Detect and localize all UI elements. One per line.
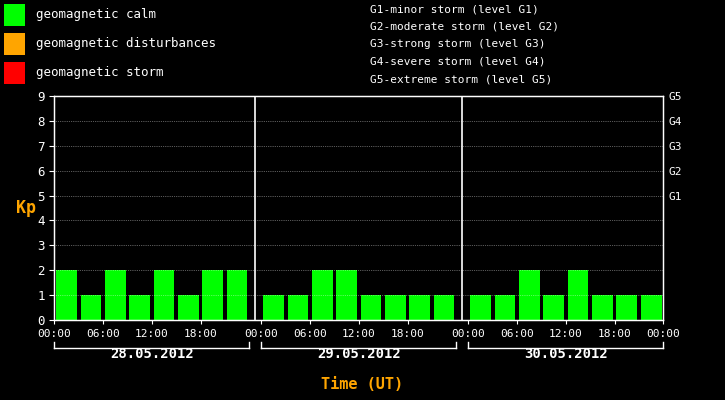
Text: G5-extreme storm (level G5): G5-extreme storm (level G5) (370, 74, 552, 84)
Y-axis label: Kp: Kp (16, 199, 36, 217)
Bar (129, 295, 150, 320)
Bar (57, 270, 77, 320)
Bar (312, 270, 333, 320)
Bar (154, 270, 174, 320)
Bar (4, 4, 25, 26)
Bar (616, 295, 637, 320)
Bar (385, 295, 406, 320)
Bar (641, 295, 661, 320)
Bar (494, 295, 515, 320)
Bar (568, 270, 589, 320)
Text: geomagnetic calm: geomagnetic calm (36, 8, 157, 21)
Bar (227, 270, 247, 320)
Bar (434, 295, 455, 320)
Bar (4, 62, 25, 84)
Text: G2-moderate storm (level G2): G2-moderate storm (level G2) (370, 22, 559, 32)
Bar (336, 270, 357, 320)
Text: geomagnetic disturbances: geomagnetic disturbances (36, 38, 216, 50)
Bar (592, 295, 613, 320)
Text: Time (UT): Time (UT) (321, 377, 404, 392)
Text: 29.05.2012: 29.05.2012 (317, 347, 401, 361)
Bar (361, 295, 381, 320)
Bar (288, 295, 308, 320)
Text: G4-severe storm (level G4): G4-severe storm (level G4) (370, 57, 545, 67)
Bar (105, 270, 125, 320)
Bar (80, 295, 102, 320)
Bar (4, 33, 25, 55)
Text: G1-minor storm (level G1): G1-minor storm (level G1) (370, 4, 539, 14)
Bar (519, 270, 539, 320)
Bar (178, 295, 199, 320)
Text: 30.05.2012: 30.05.2012 (524, 347, 608, 361)
Bar (410, 295, 430, 320)
Bar (263, 295, 284, 320)
Bar (202, 270, 223, 320)
Bar (471, 295, 491, 320)
Text: G3-strong storm (level G3): G3-strong storm (level G3) (370, 39, 545, 49)
Text: 28.05.2012: 28.05.2012 (110, 347, 194, 361)
Text: geomagnetic storm: geomagnetic storm (36, 66, 164, 80)
Bar (544, 295, 564, 320)
